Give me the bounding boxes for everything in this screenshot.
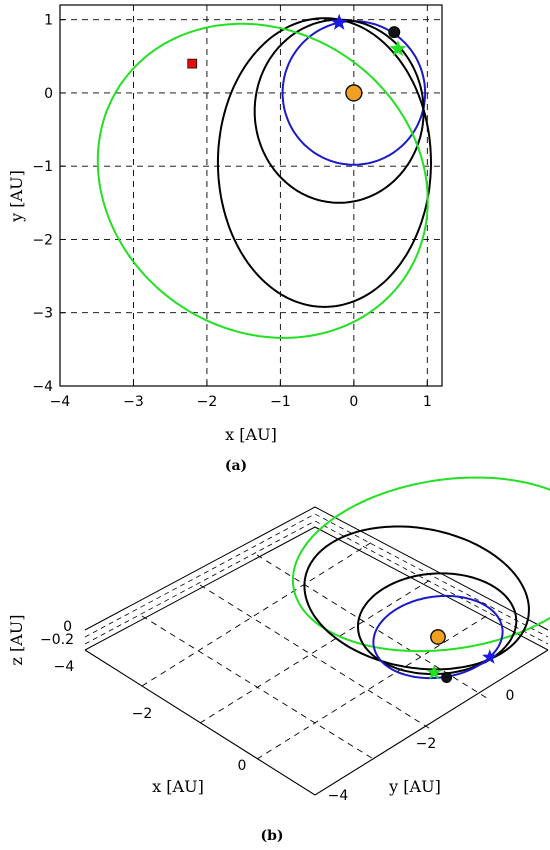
panel-a-star-marker (330, 13, 348, 30)
panel-a-sun-marker (345, 84, 363, 102)
panel-b-z-tick-label: −0.2 (40, 632, 74, 648)
panel-b-star-marker (426, 664, 442, 680)
panel-a-y-tick-label: 0 (44, 86, 53, 102)
panel-a-caption: (a) (225, 458, 247, 474)
panel-a-orbit-3 (96, 22, 429, 339)
panel-a-x-axis-label: x [AU] (225, 425, 277, 444)
panel-a-star-marker (389, 40, 407, 57)
panel-b-y-tick-label: −2 (416, 736, 437, 752)
panel-a-y-axis-label: y [AU] (7, 170, 26, 223)
panel-b-z-tick-label: 0 (63, 619, 72, 635)
panel-a-y-tick-label: 1 (44, 13, 53, 29)
panel-b-x-tick-label: −2 (132, 706, 153, 722)
panel-a-x-tick-label: −4 (50, 394, 71, 410)
panel-a-x-tick-label: −2 (197, 394, 218, 410)
panel-b-x-tick-label: −4 (54, 659, 75, 675)
panel-a-x-tick-label: −3 (123, 394, 144, 410)
panel-a-y-tick-label: −3 (32, 306, 53, 322)
panel-a-plot-frame (59, 4, 443, 387)
panel-b-star-marker (482, 649, 498, 664)
panel-a-square-marker (187, 58, 198, 69)
panel-a-x-tick-label: 1 (423, 394, 432, 410)
panel-a-circle-marker (388, 26, 401, 39)
panel-a-x-tick-label: −1 (270, 394, 291, 410)
panel-a-orbits (96, 17, 433, 339)
panel-a-y-tick-label: −4 (32, 379, 53, 395)
panel-b-3d-box (84, 506, 549, 796)
panel-a-markers (187, 13, 407, 102)
panel-b-orbit-1 (303, 525, 530, 671)
panel-a-tick-labels: −4 −3 −2 −1 0 1 −4 −3 −2 −1 0 1 (32, 13, 431, 410)
panel-b-orbit-2 (357, 572, 518, 676)
panel-b-y-axis-label: y [AU] (388, 777, 441, 796)
panel-b-y-tick-label: 0 (506, 688, 515, 704)
panel-b-sun-marker (430, 629, 446, 645)
panel-b-x-tick-label: 0 (238, 758, 247, 774)
panel-b-tick-labels: −4−20−4−20−0.20 (40, 619, 514, 804)
panel-b-caption: (b) (260, 828, 283, 844)
panel-a-x-tick-label: 0 (349, 394, 358, 410)
panel-b-markers (426, 629, 498, 683)
panel-b-circle-marker (441, 672, 453, 683)
panel-b-y-tick-label: −4 (328, 788, 349, 804)
panel-b-x-axis-label: x [AU] (152, 777, 204, 796)
panel-b-orbit-0 (291, 476, 550, 653)
panel-a-orbit-2 (216, 17, 433, 308)
panel-a-y-tick-label: −2 (32, 232, 53, 248)
panel-a-grid (60, 5, 442, 386)
panel-b-orbits (291, 476, 550, 680)
panel-b-z-axis-label: z [AU] (7, 614, 26, 665)
panel-a-orbit-1 (253, 18, 425, 204)
panel-b-3d-view: −4−20−4−20−0.20 x [AU] y [AU] z [AU] (b) (7, 476, 550, 844)
panel-a-y-tick-label: −1 (32, 159, 53, 175)
panel-a-top-view: −4 −3 −2 −1 0 1 −4 −3 −2 −1 0 1 x [AU] y [AU] (a) (7, 4, 443, 474)
